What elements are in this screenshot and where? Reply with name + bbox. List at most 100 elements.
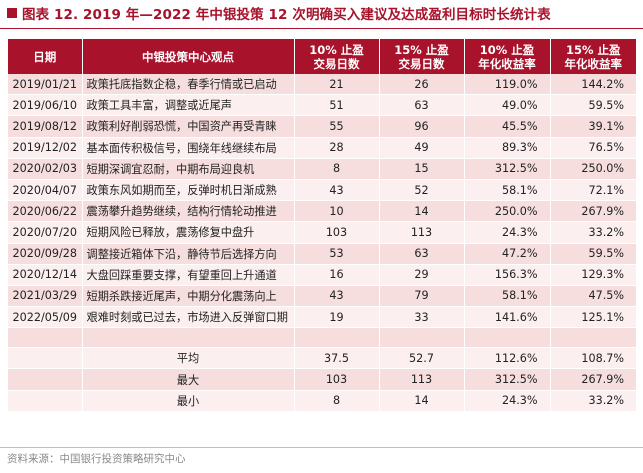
cell-empty (82, 327, 295, 349)
cell-empty (294, 327, 380, 349)
cell-view: 政策利好削弱恐慌，中国资产再受青睐 (82, 115, 295, 138)
header-days-15: 15% 止盈 交易日数 (379, 39, 465, 74)
table-header-row: 日期 中银投策中心观点 10% 止盈 交易日数 15% 止盈 交易日数 10% 止盈… (8, 39, 636, 74)
cell-empty (8, 368, 83, 391)
cell-empty (8, 390, 83, 412)
cell-return-15: 59.5% (550, 94, 636, 117)
cell-days-10: 53 (294, 243, 380, 265)
cell-empty (464, 327, 551, 349)
cell-view: 政策东风如期而至，反弹时机日渐成熟 (82, 179, 295, 202)
cell-days-10: 16 (294, 264, 380, 286)
cell-days-15: 52 (379, 179, 465, 202)
cell-days-10: 55 (294, 115, 380, 138)
cell-date: 2019/01/21 (8, 74, 83, 96)
cell-date: 2019/12/02 (8, 137, 83, 159)
header-return-15: 15% 止盈 年化收益率 (550, 39, 636, 74)
cell-days-15: 113 (379, 368, 465, 391)
summary-row: 最大 103 113 312.5% 267.9% (8, 368, 636, 391)
cell-view: 调整接近箱体下沿，静待节后选择方向 (82, 243, 295, 265)
cell-return-10: 312.5% (464, 368, 551, 391)
cell-days-10: 19 (294, 306, 380, 329)
table-row: 2019/01/21 政策托底指数企稳，春季行情或已启动 21 26 119.0% 144… (8, 74, 636, 96)
cell-days-10: 103 (294, 221, 380, 244)
cell-days-10: 28 (294, 137, 380, 159)
cell-return-10: 312.5% (464, 158, 551, 180)
cell-view: 短期风险已释放，震荡修复中盘升 (82, 221, 295, 244)
cell-view: 大盘回踩重要支撑，有望重回上升通道 (82, 264, 295, 286)
header-date: 日期 (8, 39, 83, 74)
spacer-row (8, 327, 636, 349)
cell-days-10: 21 (294, 74, 380, 96)
cell-return-15: 59.5% (550, 243, 636, 265)
cell-return-15: 125.1% (550, 306, 636, 329)
cell-date: 2020/07/20 (8, 221, 83, 244)
cell-days-15: 96 (379, 115, 465, 138)
cell-return-10: 119.0% (464, 74, 551, 96)
summary-row: 平均 37.5 52.7 112.6% 108.7% (8, 347, 636, 370)
cell-return-15: 267.9% (550, 200, 636, 223)
cell-days-10: 10 (294, 200, 380, 223)
table-row: 2019/06/10 政策工具丰富，调整或近尾声 51 63 49.0% 59.5% (8, 94, 636, 117)
cell-days-15: 26 (379, 74, 465, 96)
cell-return-15: 250.0% (550, 158, 636, 180)
cell-empty (8, 347, 83, 370)
cell-empty (379, 327, 465, 349)
cell-date: 2019/08/12 (8, 115, 83, 138)
header-view: 中银投策中心观点 (82, 39, 295, 74)
figure-title: 图表 12. 2019 年—2022 年中银投策 12 次明确买入建议及达成盈利… (22, 7, 551, 23)
source-note: 资料来源：中国银行投资策略研究中心 (7, 453, 186, 465)
cell-date: 2021/03/29 (8, 285, 83, 308)
table-row: 2022/05/09 艰难时刻或已过去，市场进入反弹窗口期 19 33 141.6% 12… (8, 306, 636, 329)
table-row: 2019/08/12 政策利好削弱恐慌，中国资产再受青睐 55 96 45.5% 39.1… (8, 115, 636, 138)
cell-date: 2020/06/22 (8, 200, 83, 223)
table-row: 2020/12/14 大盘回踩重要支撑，有望重回上升通道 16 29 156.3% 129… (8, 264, 636, 286)
cell-days-10: 37.5 (294, 347, 380, 370)
cell-days-15: 79 (379, 285, 465, 308)
cell-return-15: 72.1% (550, 179, 636, 202)
cell-empty (550, 327, 636, 349)
cell-empty (8, 327, 83, 349)
cell-return-15: 47.5% (550, 285, 636, 308)
cell-date: 2020/04/07 (8, 179, 83, 202)
cell-view: 艰难时刻或已过去，市场进入反弹窗口期 (82, 306, 295, 329)
summary-label: 平均 (82, 347, 295, 370)
summary-label: 最大 (82, 368, 295, 391)
cell-view: 政策工具丰富，调整或近尾声 (82, 94, 295, 117)
cell-return-10: 141.6% (464, 306, 551, 329)
cell-return-15: 33.2% (550, 221, 636, 244)
cell-days-10: 43 (294, 179, 380, 202)
cell-days-15: 14 (379, 200, 465, 223)
cell-return-15: 129.3% (550, 264, 636, 286)
cell-return-15: 76.5% (550, 137, 636, 159)
cell-view: 政策托底指数企稳，春季行情或已启动 (82, 74, 295, 96)
cell-return-10: 58.1% (464, 285, 551, 308)
cell-return-15: 144.2% (550, 74, 636, 96)
cell-return-15: 108.7% (550, 347, 636, 370)
cell-return-15: 267.9% (550, 368, 636, 391)
cell-days-15: 52.7 (379, 347, 465, 370)
cell-days-10: 43 (294, 285, 380, 308)
cell-return-10: 89.3% (464, 137, 551, 159)
cell-view: 短期深调宜忍耐，中期布局迎良机 (82, 158, 295, 180)
cell-return-10: 47.2% (464, 243, 551, 265)
header-return-10: 10% 止盈 年化收益率 (464, 39, 551, 74)
cell-return-10: 45.5% (464, 115, 551, 138)
cell-days-10: 8 (294, 158, 380, 180)
table-row: 2019/12/02 基本面传积极信号，围绕年线继续布局 28 49 89.3% 76.5… (8, 137, 636, 159)
table-body: 2019/01/21 政策托底指数企稳，春季行情或已启动 21 26 119.0% 144… (8, 74, 636, 412)
cell-days-15: 29 (379, 264, 465, 286)
cell-return-10: 58.1% (464, 179, 551, 202)
cell-date: 2019/06/10 (8, 94, 83, 117)
table-row: 2021/03/29 短期杀跌接近尾声，中期分化震荡向上 43 79 58.1% 47.5… (8, 285, 636, 308)
table-row: 2020/09/28 调整接近箱体下沿，静待节后选择方向 53 63 47.2% 59.5… (8, 243, 636, 265)
cell-return-15: 33.2% (550, 390, 636, 412)
cell-view: 基本面传积极信号，围绕年线继续布局 (82, 137, 295, 159)
table-row: 2020/06/22 震荡攀升趋势继续，结构行情轮动推进 10 14 250.0% 267… (8, 200, 636, 223)
table-row: 2020/07/20 短期风险已释放，震荡修复中盘升 103 113 24.3% 33.2… (8, 221, 636, 244)
cell-return-10: 24.3% (464, 390, 551, 412)
title-divider (0, 28, 643, 29)
cell-days-15: 49 (379, 137, 465, 159)
cell-days-15: 113 (379, 221, 465, 244)
stats-table: 日期 中银投策中心观点 10% 止盈 交易日数 15% 止盈 交易日数 10% 止盈… (8, 39, 636, 412)
cell-return-10: 250.0% (464, 200, 551, 223)
